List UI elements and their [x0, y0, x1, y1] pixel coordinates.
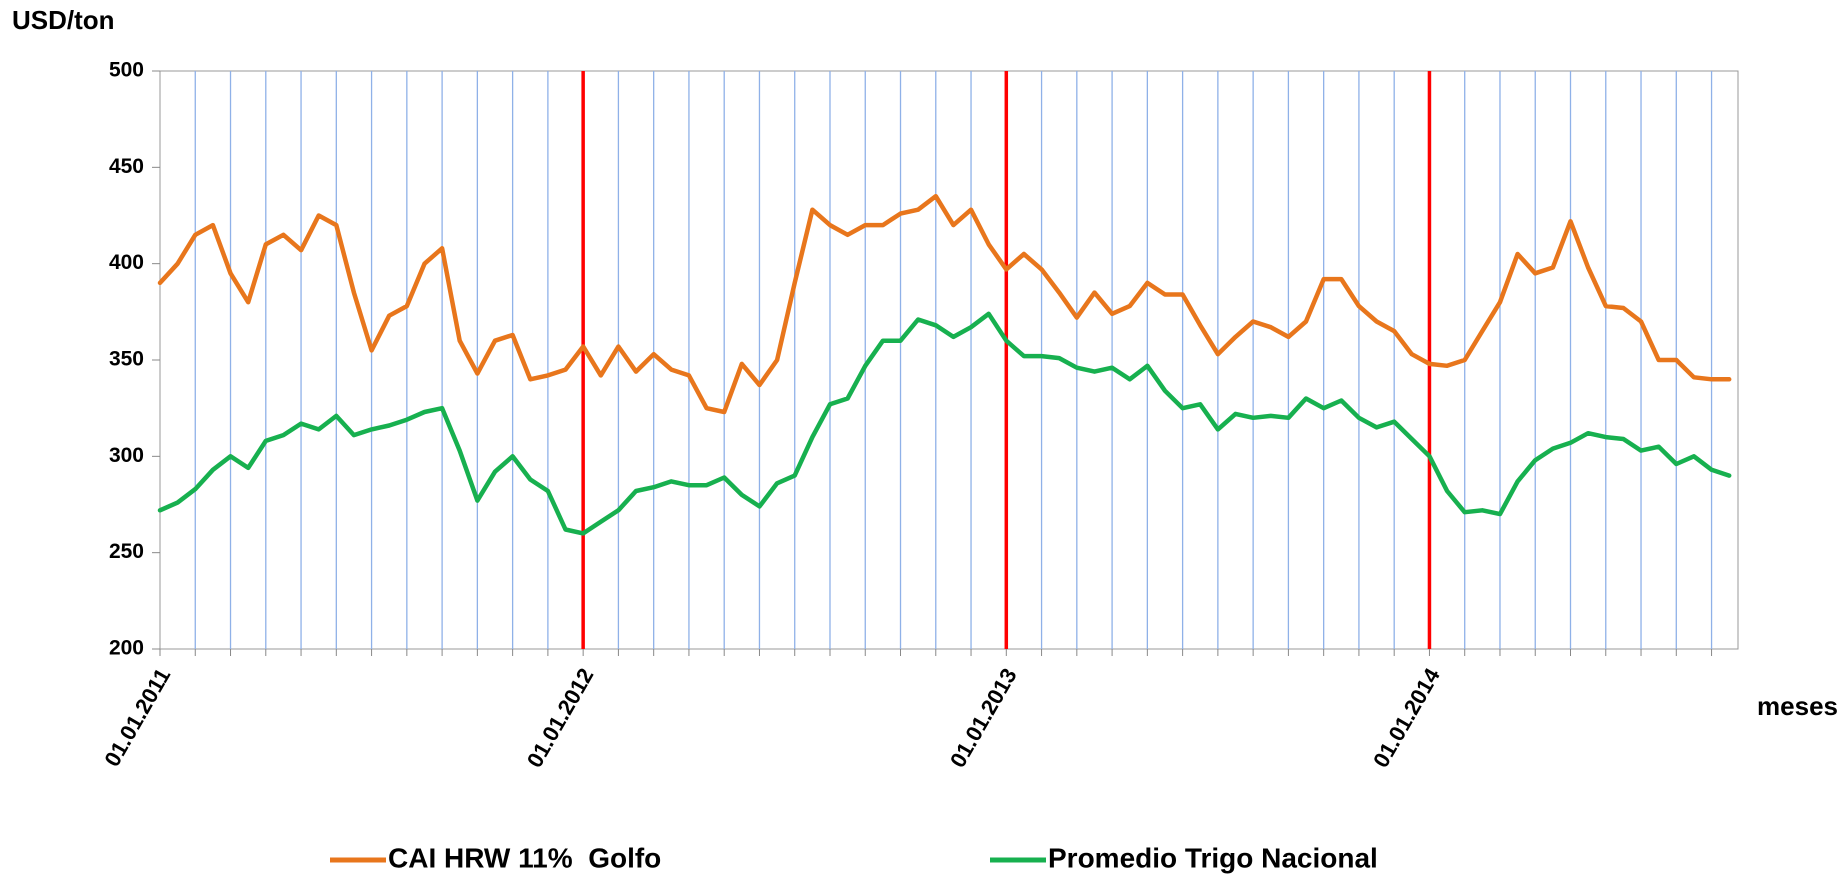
y-tick-label: 450	[109, 155, 144, 178]
series-line	[157, 193, 1732, 415]
y-tick-label: 300	[109, 444, 144, 467]
plot-area	[159, 70, 1739, 650]
x-tick-label: 01.01.2011	[99, 664, 175, 771]
legend-label: Promedio Trigo Nacional	[1048, 842, 1378, 873]
x-axis-label: meses	[1757, 691, 1838, 721]
y-tick-label: 200	[109, 637, 144, 660]
y-axis-label: USD/ton	[12, 5, 115, 35]
y-tick-label: 250	[109, 540, 144, 563]
series-line	[157, 311, 1732, 536]
y-tick-label: 500	[109, 59, 144, 82]
x-tick-label: 01.01.2012	[522, 664, 599, 772]
y-tick-label: 350	[109, 348, 144, 371]
x-tick-label: 01.01.2014	[1368, 663, 1445, 772]
y-tick-label: 400	[109, 251, 144, 274]
legend-label: CAI HRW 11% Golfo	[388, 842, 661, 873]
x-tick-label: 01.01.2013	[945, 664, 1022, 772]
